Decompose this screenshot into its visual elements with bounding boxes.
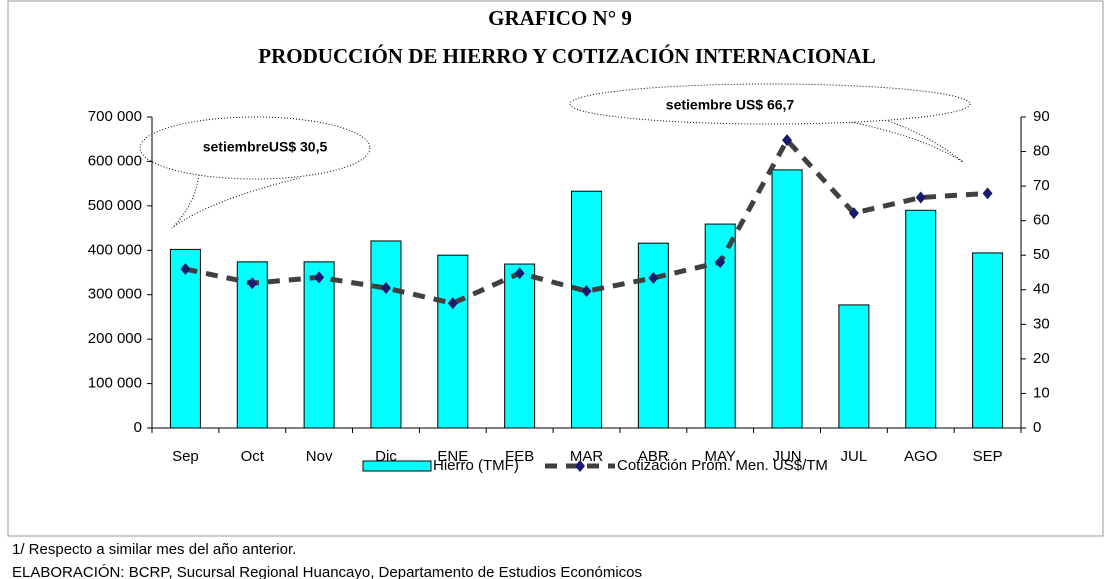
y-tick-label: 300 000 [88, 286, 142, 303]
marker [982, 187, 993, 200]
y-tick-label: 700 000 [88, 108, 142, 125]
chart-frame [7, 0, 1104, 537]
bar [905, 209, 937, 429]
y2-tick-label: 40 [1033, 281, 1050, 298]
x-tick-label: SEP [973, 448, 1003, 465]
marker [715, 256, 726, 269]
bar [236, 261, 268, 429]
annotation: setiembre US$ 66,7 [666, 97, 795, 113]
x-tick-label: ENE [437, 448, 468, 465]
y2-tick-label: 30 [1033, 315, 1050, 332]
legend-swatch [575, 460, 585, 472]
x-tick-label: Oct [241, 448, 265, 465]
chart-subtitle: PRODUCCIÓN DE HIERRO Y COTIZACIÓN INTERN… [258, 44, 875, 68]
y2-tick-label: 0 [1033, 419, 1041, 436]
y-tick-label: 0 [134, 419, 142, 436]
bar [771, 169, 803, 429]
marker [782, 134, 793, 147]
bar [838, 304, 870, 429]
legend-label: Hierro (TMF) [433, 457, 519, 474]
x-tick-label: Nov [306, 448, 333, 465]
note: ELABORACIÓN: BCRP, Sucursal Regional Hua… [12, 564, 642, 579]
note: 1/ Respecto a similar mes del año anteri… [12, 541, 296, 558]
x-tick-label: FEB [505, 448, 534, 465]
callout-tail [839, 117, 964, 163]
bar [169, 248, 201, 429]
chart-title: GRAFICO N° 9 [488, 6, 632, 30]
x-tick-label: JUL [841, 448, 868, 465]
y-tick-label: 400 000 [88, 241, 142, 258]
y2-tick-label: 50 [1033, 246, 1050, 263]
marker [447, 297, 458, 310]
bar [303, 261, 335, 429]
legend-swatch [362, 460, 432, 472]
y-tick-label: 600 000 [88, 152, 142, 169]
x-tick-label: AGO [904, 448, 937, 465]
bar [571, 190, 602, 429]
legend-label: Cotización Prom. Men. US$/TM [617, 457, 828, 474]
y-tick-label: 200 000 [88, 330, 142, 347]
marker [648, 272, 659, 285]
bar [704, 223, 736, 429]
x-tick-label: MAY [704, 448, 735, 465]
y2-tick-label: 70 [1033, 177, 1050, 194]
x-tick-label: Sep [172, 448, 199, 465]
bar [504, 263, 536, 429]
marker [247, 277, 258, 290]
marker [581, 285, 592, 298]
bar [972, 252, 1004, 429]
y2-tick-label: 60 [1033, 212, 1050, 229]
marker [380, 282, 391, 295]
callout [139, 116, 371, 180]
marker [514, 267, 525, 280]
y2-tick-label: 20 [1033, 350, 1050, 367]
y2-tick-label: 80 [1033, 143, 1050, 160]
marker [848, 207, 859, 220]
bar [637, 242, 669, 429]
bar [437, 254, 469, 429]
bar [370, 240, 402, 429]
y-tick-label: 500 000 [88, 197, 142, 214]
x-tick-label: MAR [570, 448, 604, 465]
y2-tick-label: 10 [1033, 384, 1050, 401]
marker [180, 263, 191, 276]
marker [314, 271, 325, 284]
y-tick-label: 100 000 [88, 375, 142, 392]
y2-tick-label: 90 [1033, 108, 1050, 125]
x-tick-label: ABR [638, 448, 669, 465]
callout [569, 83, 971, 125]
x-tick-label: JUN [772, 448, 801, 465]
annotation: setiembreUS$ 30,5 [203, 139, 328, 155]
marker [915, 191, 926, 204]
